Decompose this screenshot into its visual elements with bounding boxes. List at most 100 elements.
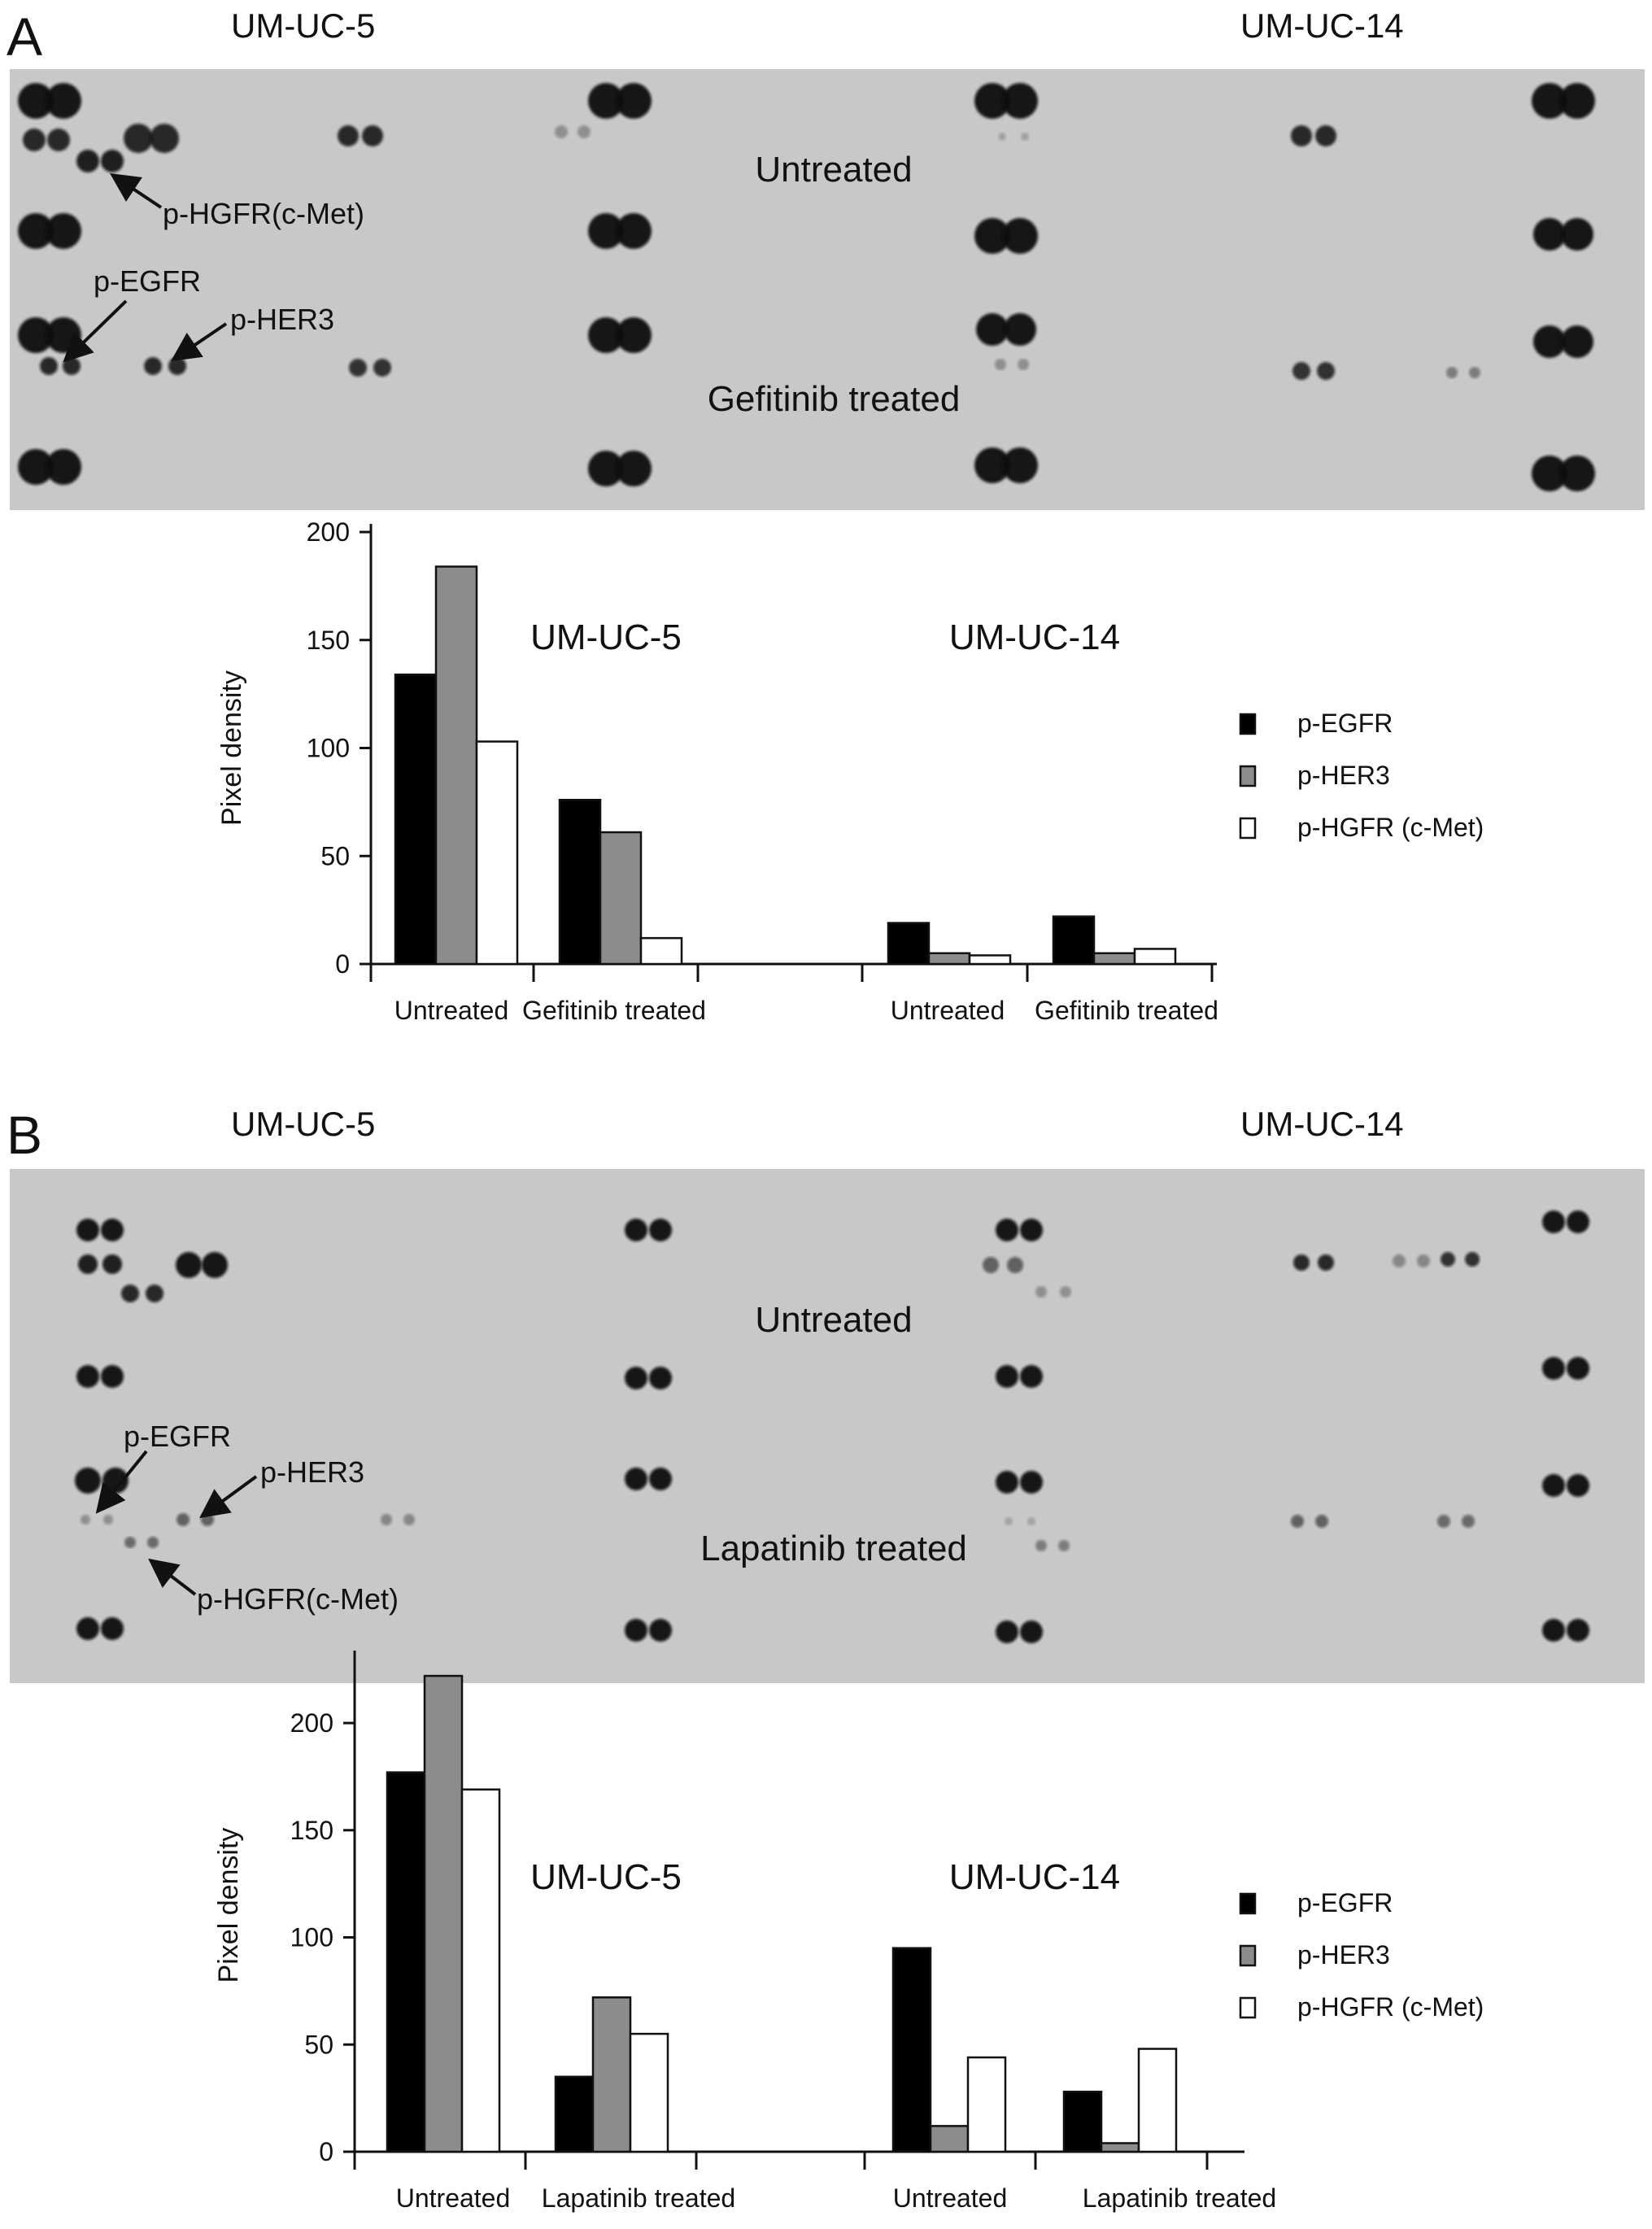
panel-a-letter: A [7,7,42,67]
panel-a-blot-spot [18,317,54,353]
panel-a-blot-spot [974,83,1010,119]
panel-b-blot-spot [381,1514,392,1525]
panel-b-blot-spot [177,1513,190,1526]
bar-p-her3-3 [1100,2142,1140,2153]
panel-b-blot-spot [625,1468,647,1490]
panel-a-blot-spot [1559,456,1595,491]
x-category-label: Untreated [893,2183,1008,2213]
panel-b-blot-spot [1567,1619,1589,1642]
panel-b-arrow-her3 [199,1475,258,1519]
panel-b-blot-spots [75,1210,1589,1643]
panel-a-blot-spot [974,447,1010,483]
panel-a-blot-spot [1018,359,1029,370]
x-category-label: Untreated [394,996,509,1025]
panel-b-blot-spot [996,1365,1018,1388]
panel-b-blot-spot [1060,1286,1071,1298]
y-tick-label: 0 [319,2137,333,2166]
panel-a-blot-spot [18,449,54,485]
y-tick-label: 200 [290,1708,333,1738]
y-tick-label: 50 [304,2030,333,2059]
x-category-label: Untreated [396,2183,511,2213]
panel-b-blot-spot [1542,1474,1565,1497]
panel-a-blot-spot [1533,325,1566,358]
panel-b-blot-spot [78,1254,98,1274]
panel-b-blot-spot [1465,1252,1480,1267]
group-label: UM-UC-14 [949,617,1120,657]
panel-b-blot-spot [625,1219,647,1241]
panel-a-blot-spot [1469,367,1480,378]
legend-swatch [1239,765,1257,787]
bar-p-egfr-3 [1052,915,1096,966]
panel-b-blot-spot [1567,1474,1589,1497]
panel-b-blot-spot [101,1617,124,1640]
panel-a-blot-spot [1292,362,1310,380]
group-label: UM-UC-5 [530,617,682,657]
panel-b-arrow-egfr-label: p-EGFR [124,1420,231,1453]
panel-b-blot-spot [1020,1471,1043,1494]
bar-p-her3-0 [423,1674,464,2153]
panel-a-blot-spot [1291,125,1312,146]
panel-b-blot-spot [75,1468,101,1494]
panel-b-blot-spot [1567,1357,1589,1380]
panel-a-blot-spot [974,218,1010,254]
panel-b-blot [10,1169,1645,1683]
panel-b-blot-spot [983,1257,999,1273]
bar-p-her3-2 [927,952,971,966]
panel-b-arrow-her3-label: p-HER3 [260,1455,364,1489]
panel-a-blot-spot [23,129,46,151]
y-tick-label: 100 [290,1923,333,1952]
panel-b-blot-spot [1542,1210,1565,1233]
panel-a-blot-spot [1446,367,1458,378]
legend-label: p-HGFR (c-Met) [1297,1992,1484,2022]
panel-b-blot-spot [1007,1257,1023,1273]
bar-p-her3-2 [929,2125,970,2153]
panel-a-blot-spot [995,359,1006,370]
panel-b-blot-spot [1417,1254,1430,1267]
bar-p-egfr-2 [891,1947,932,2153]
panel-a-blot-spot [588,83,624,119]
panel-b-blot-spot [1315,1515,1328,1528]
panel-b-blot-label-untreated: Untreated [755,1300,912,1340]
panel-a-blot-spot [555,125,568,138]
panel-b-blot-spot [1542,1357,1565,1380]
x-category-label: Untreated [891,996,1005,1025]
panel-b-blot-spot [76,1219,99,1241]
panel-a-blot-spot [1533,218,1566,251]
panel-a-blot-spot [1561,325,1593,358]
panel-a-arrow-her3-label: p-HER3 [230,303,334,336]
panel-a-blot-spots [18,83,1595,491]
legend-swatch [1239,1944,1257,1967]
panel-a-blot-spot [362,125,383,146]
panel-b-blot-spot [102,1254,122,1274]
bar-p-egfr-1 [558,798,602,966]
legend-label: p-HER3 [1297,761,1390,790]
panel-b-cell-line-right: UM-UC-14 [1240,1105,1404,1143]
bar-p-her3-1 [599,831,643,966]
bar-p-hgfr-c-met--2 [966,2056,1007,2153]
panel-a-blot-spot [998,133,1006,141]
panel-a-blot [10,69,1645,510]
panel-a-blot-spot [1532,456,1567,491]
panel-a: A UM-UC-5 UM-UC-14 Untreated Gefitinib t… [7,7,1645,1025]
panel-a-chart: 0 50 100 150 200 Pixel density Untreated Gefiti… [216,517,1484,1025]
panel-b-arrow-hgfr-label: p-HGFR(c-Met) [197,1582,399,1616]
panel-a-blot-spot [578,125,591,138]
panel-b-blot-spot [625,1619,647,1642]
panel-a-blot-spot [588,317,624,353]
panel-a-blot-spot [616,213,652,249]
y-tick-label: 100 [307,734,350,763]
panel-b-blot-spot [101,1365,124,1388]
panel-b-blot-spot [996,1620,1018,1643]
panel-a-blot-spot [18,213,54,249]
x-category-label: Gefitinib treated [522,996,706,1025]
panel-b-blot-spot [1005,1517,1013,1525]
panel-b-blot-spot [996,1471,1018,1494]
bar-p-hgfr-c-met--3 [1137,2048,1178,2153]
panel-a-blot-spot [47,129,70,151]
panel-a-blot-label-untreated: Untreated [755,150,912,190]
panel-b-blot-spot [124,1537,136,1548]
panel-a-blot-spot [101,150,124,172]
panel-b-blot-spot [1441,1252,1455,1267]
bar-p-hgfr-c-met--0 [475,740,519,966]
panel-b-blot-spot [1020,1219,1043,1241]
